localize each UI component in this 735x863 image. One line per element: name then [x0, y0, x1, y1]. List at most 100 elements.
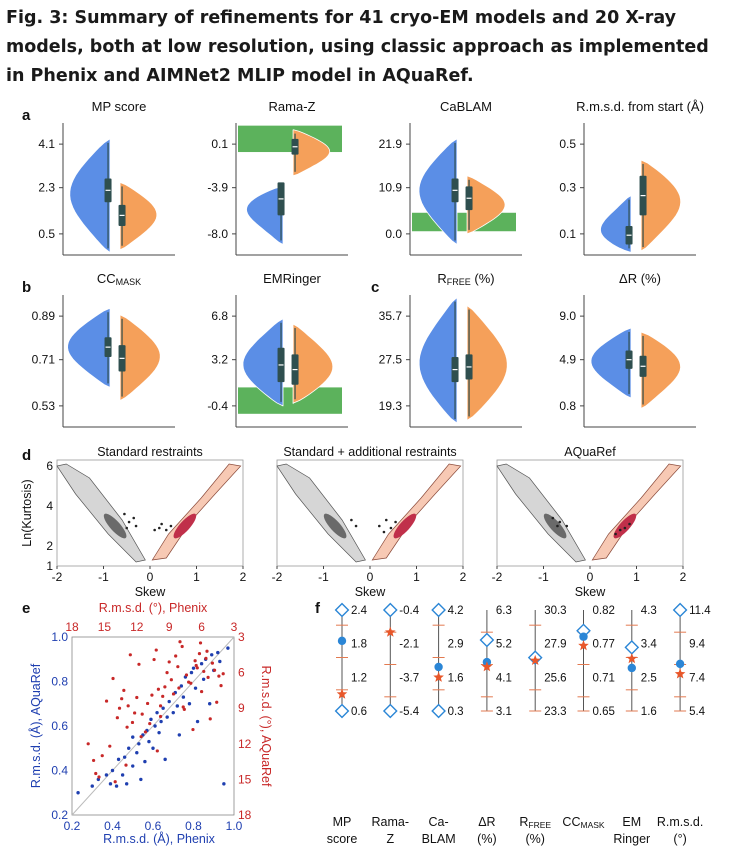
left-tick-label: 0.8	[51, 675, 68, 689]
bottom-tick-label: 0.8	[185, 819, 202, 833]
scatter-point-degree	[171, 692, 176, 696]
column-tick-label: 11.4	[689, 605, 711, 617]
y-tick-label: 0.0	[385, 227, 402, 241]
column-tick-label: 9.4	[689, 639, 706, 651]
density-xlabel: Skew	[575, 585, 607, 599]
aquaref-mean-star	[433, 671, 444, 682]
scatter-point-degree	[120, 697, 124, 701]
density-point	[618, 528, 622, 532]
right-tick-label: 12	[238, 737, 252, 751]
density-point	[158, 526, 161, 530]
y-tick-label: 0.1	[211, 137, 228, 151]
scatter-point-degree	[124, 763, 128, 767]
scatter-point-degree	[158, 714, 163, 719]
column-tick-label: 0.6	[351, 706, 367, 718]
density-point	[160, 522, 163, 526]
scatter-point-angstrom	[199, 662, 204, 666]
column-tick-label: 2.5	[641, 672, 657, 684]
scatter-point-angstrom	[127, 746, 131, 750]
column-tick-label: 27.9	[544, 639, 566, 651]
scatter-point-degree	[206, 675, 210, 679]
phenix-mean-marker	[434, 662, 443, 672]
scatter-point-angstrom	[195, 719, 200, 724]
aquaref-mean-star	[674, 668, 686, 679]
violin-title: EMRinger	[263, 271, 321, 286]
scatter-point-degree	[191, 727, 195, 732]
scatter-point-degree	[161, 694, 165, 698]
density-point	[389, 526, 393, 530]
scatter-point-degree	[143, 730, 148, 734]
scatter-point-angstrom	[137, 742, 141, 746]
x-tick-label: 1	[193, 570, 200, 584]
column-tick-label: 6.3	[496, 605, 512, 617]
scatter-point-degree	[139, 735, 143, 739]
right-tick-label: 15	[238, 772, 252, 786]
density-point	[350, 518, 353, 522]
y-tick-label: 9.0	[559, 309, 576, 323]
density-title: Standard + additional restraints	[283, 445, 456, 459]
column-tick-label: 1.2	[351, 672, 367, 684]
scatter-point-angstrom	[122, 755, 127, 759]
scatter-point-degree	[181, 705, 185, 709]
x-tick-label: 2	[680, 570, 687, 584]
aquaref-mean-star	[385, 626, 396, 637]
y-tick-label: 0.53	[32, 399, 56, 413]
scatter-point-angstrom	[124, 782, 129, 786]
column-tick-label: 0.77	[593, 639, 615, 651]
scatter-point-degree	[115, 716, 119, 720]
column-tick-label: 0.3	[448, 706, 464, 718]
scatter-point-degree	[128, 653, 132, 657]
density-point	[551, 516, 555, 520]
scatter-point-angstrom	[208, 702, 212, 706]
scatter-ylabel-right: R.m.s.d. (°), AQuaRef	[259, 665, 273, 787]
density-title: Standard restraints	[97, 445, 203, 459]
column-label-line1: Rama-	[372, 815, 410, 829]
column-label-line1: ΔR	[478, 815, 495, 829]
scatter-point-angstrom	[187, 702, 192, 706]
y-tick-label: 6.8	[211, 309, 228, 323]
scatter-point-degree	[198, 641, 203, 645]
density-panel-2: Standard + additional restraints -2 -1 0 1 2 S…	[272, 445, 467, 599]
scatter-point-degree	[174, 654, 178, 658]
density-panel-1: Standard restraints -2 -1 0 1 2 Skew 6 4 2 1 Ln(Kur…	[20, 445, 247, 599]
scatter-point-degree	[177, 686, 181, 690]
density-point	[153, 528, 156, 532]
density-point	[378, 524, 381, 528]
scatter-point-angstrom	[110, 768, 115, 773]
scatter-point-angstrom	[201, 677, 206, 681]
y-tick-label: 27.5	[379, 353, 403, 367]
x-tick-label: 0	[147, 570, 154, 584]
scatter-point-angstrom	[216, 650, 220, 655]
phenix-violin-half	[242, 317, 284, 407]
scatter-point-degree	[167, 660, 171, 664]
column-tick-label: 5.4	[689, 706, 706, 718]
scatter-xlabel-bottom: R.m.s.d. (Å), Phenix	[103, 831, 216, 846]
density-title: AQuaRef	[564, 445, 616, 459]
scatter-point-degree	[154, 648, 158, 652]
right-tick-label: 6	[238, 666, 245, 680]
x-tick-label: -2	[272, 570, 283, 584]
y-tick-label: -8.0	[207, 227, 228, 241]
column-tick-label: -3.7	[399, 672, 419, 684]
aquaref-violin-half	[118, 314, 161, 401]
top-tick-label: 3	[231, 620, 238, 634]
column-tick-label: 0.71	[593, 672, 615, 684]
scatter-point-degree	[94, 771, 98, 776]
y-tick-label: 0.5	[38, 227, 55, 241]
y-tick-label: 2.3	[38, 181, 55, 195]
density-ylabel: Ln(Kurtosis)	[20, 479, 34, 546]
scatter-point-angstrom	[131, 764, 135, 768]
aquaref-density-region	[151, 463, 242, 561]
column-tick-label: 7.4	[689, 672, 706, 684]
aquaref-mean-star	[626, 653, 638, 664]
scatter-point-degree	[100, 754, 104, 758]
aquaref-density-core	[613, 513, 637, 539]
aquaref-mean-star	[578, 640, 589, 651]
y-tick-label: 4	[46, 499, 53, 513]
y-tick-label: 2	[46, 539, 53, 553]
right-tick-label: 9	[238, 701, 245, 715]
scatter-point-angstrom	[210, 653, 214, 657]
column-label-line2: (%)	[477, 832, 496, 846]
scatter-point-degree	[108, 744, 112, 748]
right-tick-label: 18	[238, 808, 252, 822]
